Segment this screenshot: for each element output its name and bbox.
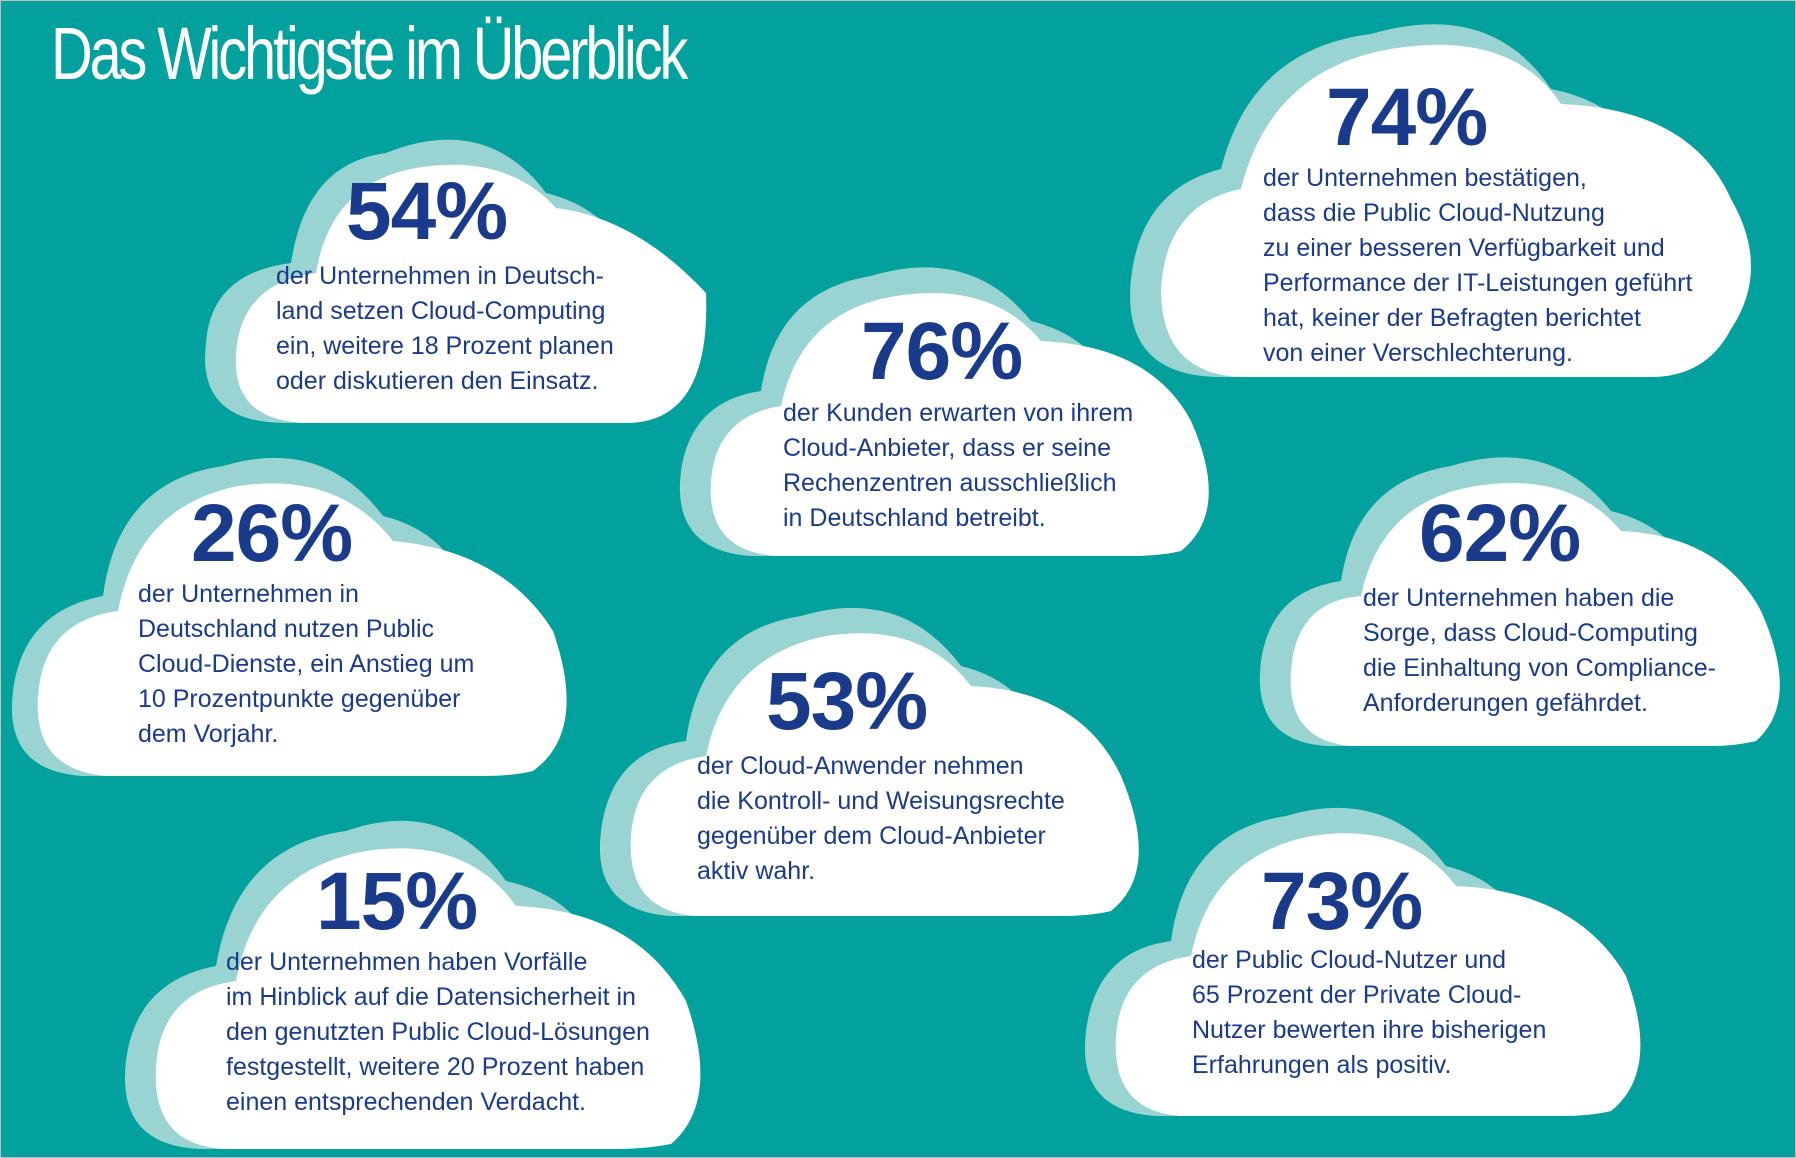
stat-cloud-62: 62% der Unternehmen haben die Sorge, das… [1259,441,1789,746]
stat-percent: 54% [346,166,508,257]
stat-cloud-53: 53% der Cloud-Anwender nehmen die Kontro… [599,591,1149,916]
stat-description: der Public Cloud-Nutzer und 65 Prozent d… [1192,946,1547,1079]
cloud-shape [1130,24,1751,377]
stat-percent: 76% [861,306,1023,397]
stat-description: der Unternehmen haben die Sorge, dass Cl… [1363,584,1716,717]
stat-description: der Kunden erwarten von ihrem Cloud-Anbi… [783,399,1134,532]
stat-description: der Unternehmen bestätigen, dass die Pub… [1263,164,1693,367]
stat-percent: 73% [1261,856,1423,947]
stat-cloud-54: 54% der Unternehmen in Deutsch- land set… [205,123,707,423]
cloud-shape [599,607,1139,916]
cloud-shape [124,820,701,1149]
stat-description: der Unternehmen in Deutsch- land setzen … [276,262,614,395]
stat-percent: 74% [1326,72,1488,163]
cloud-shape [679,267,1209,556]
stat-cloud-26: 26% der Unternehmen in Deutschland nutze… [11,441,573,776]
stat-percent: 53% [766,656,928,747]
stat-percent: 15% [316,856,478,947]
stat-percent: 26% [191,488,353,579]
stat-cloud-74: 74% der Unternehmen bestätigen, dass die… [1130,9,1761,377]
cloud-shape [1259,457,1780,746]
cloud-shape [1084,807,1641,1116]
cloud-shape [11,457,567,776]
stat-description: der Unternehmen in Deutschland nutzen Pu… [138,580,475,748]
stat-description: der Unternehmen haben Vorfälle im Hinbli… [226,948,650,1116]
stat-cloud-76: 76% der Kunden erwarten von ihrem Cloud-… [679,251,1216,556]
cloud-shape [205,139,707,423]
stat-description: der Cloud-Anwender nehmen die Kontroll- … [697,752,1065,885]
page-title: Das Wichtigste im Überblick [51,12,688,95]
stat-cloud-15: 15% der Unternehmen haben Vorfälle im Hi… [124,801,726,1149]
stat-percent: 62% [1419,488,1581,579]
stat-cloud-73: 73% der Public Cloud-Nutzer und 65 Proze… [1084,791,1656,1116]
